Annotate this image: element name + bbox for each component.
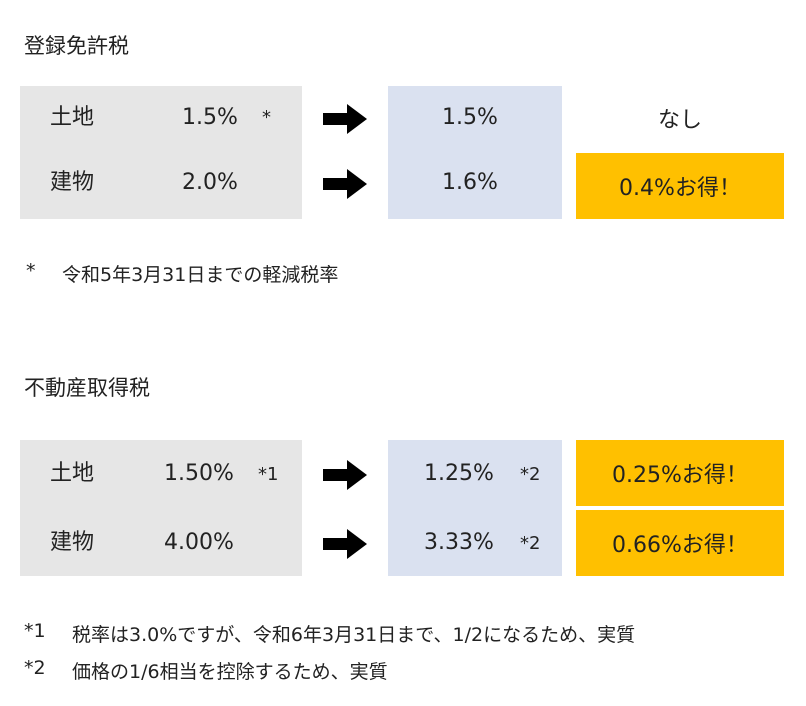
right-arrow-icon [323,169,367,199]
s2-row1-current-footnote-mark: *1 [258,464,279,485]
s2-row1-label: 土地 [50,461,95,486]
section1-title: 登録免許税 [24,34,129,58]
s2-row1-new-rate: 1.25% [424,461,494,486]
section1-new-rates-box [388,86,562,219]
s2-row2-new-footnote-mark: *2 [520,533,541,554]
s2-note2-text: 価格の1/6相当を控除するため、実質 [72,661,388,683]
s2-row2-current-rate: 4.00% [164,530,234,555]
right-arrow-icon [323,104,367,134]
right-arrow-icon [323,460,367,490]
s1-row2-saving-badge: 0.4%お得！ [576,153,784,219]
s1-row1-saving: なし [657,108,702,133]
s1-row1-new-rate: 1.5% [442,105,498,130]
s2-row1-saving-badge: 0.25%お得！ [576,440,784,506]
s2-note2-mark: *2 [24,657,46,679]
s2-row2-saving-badge: 0.66%お得！ [576,510,784,576]
s1-row2-current-rate: 2.0% [182,170,238,195]
section2-new-rates-box [388,440,562,576]
s1-note-text: 令和5年3月31日までの軽減税率 [62,264,339,286]
s1-row1-label: 土地 [50,105,95,130]
s1-row2-label: 建物 [50,170,95,195]
s1-note-mark: * [26,260,36,282]
s2-row1-current-rate: 1.50% [164,461,234,486]
right-arrow-icon [323,529,367,559]
section2-current-rates-box [20,440,302,576]
s1-row1-current-footnote-mark: * [262,107,271,128]
s1-row2-new-rate: 1.6% [442,170,498,195]
s2-row2-new-rate: 3.33% [424,530,494,555]
s2-row1-new-footnote-mark: *2 [520,464,541,485]
section1-current-rates-box [20,86,302,219]
s2-row2-label: 建物 [50,530,95,555]
s1-row1-current-rate: 1.5% [182,105,238,130]
section2-title: 不動産取得税 [24,376,150,400]
s2-note1-text: 税率は3.0%ですが、令和6年3月31日まで、1/2になるため、実質 [72,624,636,646]
s2-note1-mark: *1 [24,620,46,642]
